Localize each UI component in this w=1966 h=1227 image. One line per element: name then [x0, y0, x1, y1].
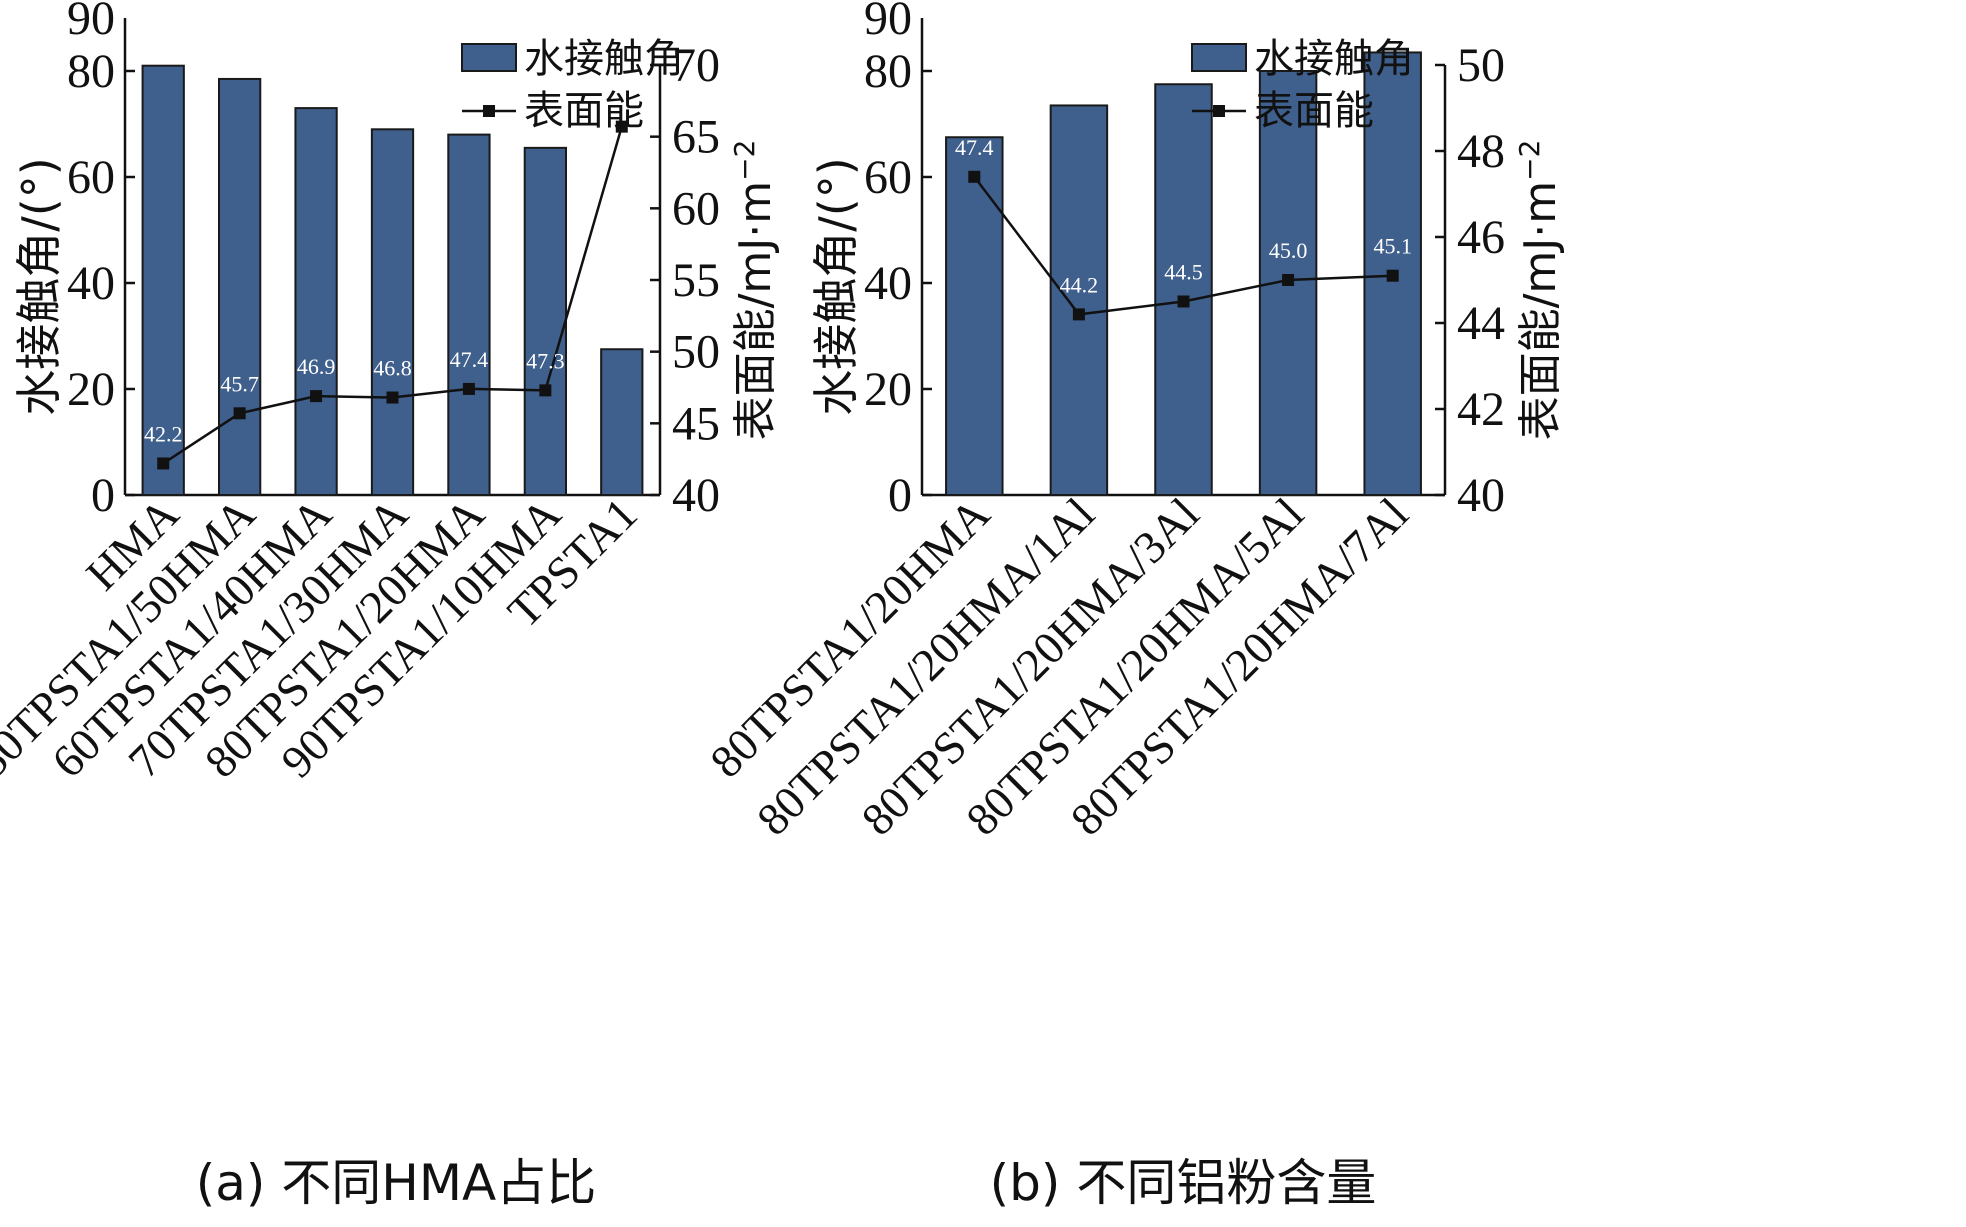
- left-tick-label: 40: [67, 257, 115, 310]
- data-point: [1072, 308, 1085, 321]
- data-label: 47.4: [450, 347, 489, 372]
- right-tick-label: 55: [672, 254, 720, 307]
- left-tick-label: 0: [888, 469, 912, 522]
- panel-caption: (b) 不同铝粉含量: [990, 1154, 1377, 1212]
- data-point: [386, 391, 399, 404]
- data-point: [157, 457, 170, 470]
- left-tick-label: 0: [91, 469, 115, 522]
- left-tick-label: 20: [67, 363, 115, 416]
- right-tick-label: 46: [1457, 211, 1505, 264]
- right-tick-label: 42: [1457, 383, 1505, 436]
- legend-bar-label: 水接触角: [1254, 36, 1414, 82]
- right-tick-label: 48: [1457, 125, 1505, 178]
- bar: [447, 133, 491, 496]
- data-point: [462, 382, 475, 395]
- bar: [141, 64, 185, 496]
- data-label: 46.8: [373, 356, 412, 381]
- bar: [1154, 83, 1213, 496]
- right-tick-label: 44: [1457, 297, 1505, 350]
- right-axis-title-exponent: −2: [1513, 140, 1546, 181]
- right-axis-title-exponent: −2: [728, 140, 761, 181]
- left-tick-label: 80: [67, 45, 115, 98]
- data-point: [1177, 295, 1190, 308]
- legend-line-marker: [483, 105, 495, 117]
- data-label: 45.0: [1269, 238, 1308, 263]
- bar: [370, 128, 415, 497]
- data-label: 65.7: [603, 85, 642, 110]
- data-label: 46.9: [297, 354, 336, 379]
- left-axis-title: 水接触角/(°): [809, 157, 863, 415]
- data-label: 47.4: [955, 135, 994, 160]
- legend-line-label: 表面能: [1254, 88, 1374, 134]
- data-point: [233, 407, 246, 420]
- right-tick-label: 40: [672, 469, 720, 522]
- panel-caption: (a) 不同HMA占比: [196, 1154, 597, 1212]
- data-point: [1282, 274, 1295, 286]
- legend-line-label: 表面能: [524, 88, 644, 134]
- legend-line-marker: [1213, 105, 1225, 117]
- data-point: [968, 170, 981, 183]
- right-axis-title: 表面能/mJ·m−2: [728, 140, 781, 441]
- bar: [1049, 104, 1109, 496]
- right-tick-label: 65: [672, 111, 720, 164]
- data-point: [310, 390, 323, 403]
- data-label: 45.7: [220, 371, 259, 396]
- left-top-label: 90: [864, 0, 912, 45]
- bar: [294, 107, 338, 496]
- right-tick-label: 70: [672, 39, 720, 92]
- data-label: 44.2: [1060, 272, 1099, 297]
- legend-bar-label: 水接触角: [524, 36, 684, 82]
- right-tick-label: 45: [672, 397, 720, 450]
- data-point: [1386, 269, 1399, 282]
- data-label: 42.2: [144, 421, 183, 446]
- left-axis-title: 水接触角/(°): [12, 157, 66, 415]
- legend-bar-swatch: [461, 43, 517, 72]
- data-point: [539, 384, 552, 397]
- left-tick-label: 20: [864, 363, 912, 416]
- bar: [523, 146, 567, 496]
- data-label: 44.5: [1164, 260, 1203, 285]
- right-tick-label: 50: [672, 326, 720, 379]
- data-label: 47.3: [526, 348, 565, 373]
- right-tick-label: 40: [1457, 469, 1505, 522]
- left-tick-label: 60: [864, 151, 912, 204]
- right-tick-label: 60: [672, 182, 720, 235]
- right-axis-title-text: 表面能/mJ·m: [730, 181, 781, 441]
- left-top-label: 90: [67, 0, 115, 45]
- left-tick-label: 40: [864, 257, 912, 310]
- left-tick-label: 60: [67, 151, 115, 204]
- bar: [945, 136, 1004, 496]
- right-axis-title-text: 表面能/mJ·m: [1515, 181, 1566, 441]
- bar: [600, 348, 644, 496]
- legend-bar-swatch: [1191, 43, 1247, 72]
- right-axis-title: 表面能/mJ·m−2: [1513, 140, 1566, 441]
- right-tick-label: 50: [1457, 39, 1505, 92]
- left-tick-label: 80: [864, 45, 912, 98]
- data-point: [615, 120, 628, 133]
- bar: [218, 77, 262, 496]
- data-label: 45.1: [1373, 234, 1412, 259]
